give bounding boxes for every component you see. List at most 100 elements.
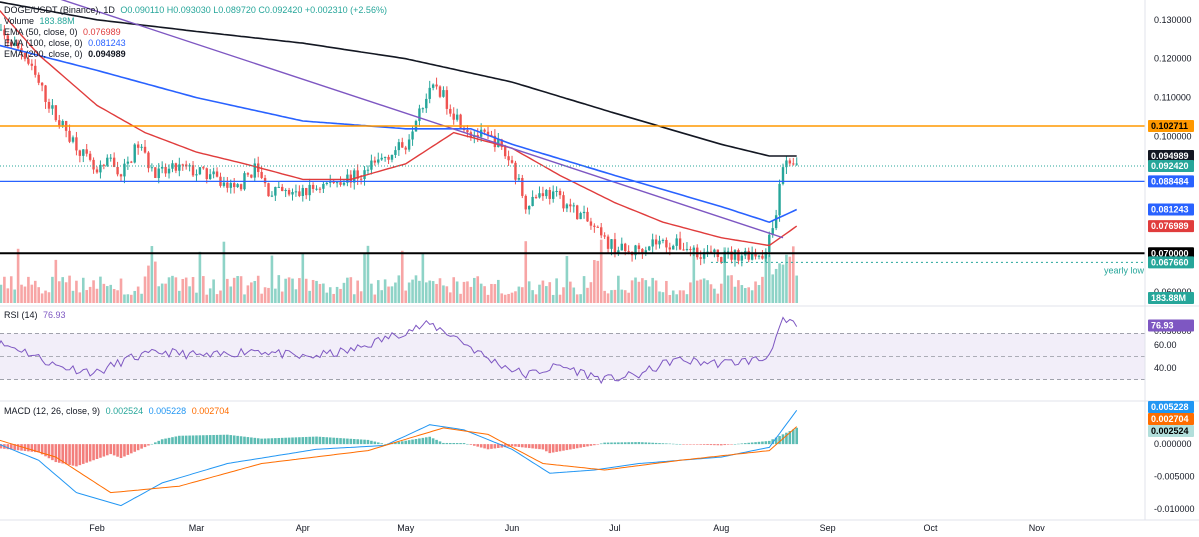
candle-body xyxy=(603,235,606,237)
candle-body xyxy=(545,189,548,197)
candle-body xyxy=(215,171,219,177)
volume-bar xyxy=(654,280,658,303)
candle-body xyxy=(387,156,390,160)
volume-bar xyxy=(68,275,71,303)
volume-bar xyxy=(411,279,414,303)
volume-bar xyxy=(205,294,209,303)
volume-bar xyxy=(263,287,267,303)
time-tick-jul: Jul xyxy=(609,523,621,533)
ema200-value: 0.094989 xyxy=(88,49,126,59)
candle-body xyxy=(281,186,284,192)
time-tick-jun: Jun xyxy=(505,523,520,533)
candle-body xyxy=(401,142,404,148)
candle-body xyxy=(723,252,726,263)
symbol-legend: DOGE/USDT (Binance), 1D O0.090110 H0.093… xyxy=(4,5,387,16)
ema50-value: 0.076989 xyxy=(83,27,121,37)
candle-body xyxy=(10,42,13,46)
candle-body xyxy=(411,131,414,140)
level-badge-yearly-low: 0.067660 xyxy=(1151,257,1189,267)
candle-body xyxy=(208,174,212,180)
candle-body xyxy=(510,160,514,163)
volume-bar xyxy=(613,289,617,303)
candle-body xyxy=(455,114,459,120)
macd-histogram-bar xyxy=(713,444,716,446)
macd-badge-signal: 0.002704 xyxy=(1151,414,1189,424)
volume-bar xyxy=(424,282,428,303)
macd-histogram-bar xyxy=(184,435,188,445)
candle-body xyxy=(349,174,353,183)
macd-histogram-bar xyxy=(593,444,596,446)
volume-bar xyxy=(236,276,239,303)
candle-body xyxy=(150,167,154,169)
volume-bar xyxy=(764,254,768,303)
ema100-legend: EMA (100, close, 0) 0.081243 xyxy=(4,38,387,49)
volume-bar xyxy=(370,283,373,303)
macd-histogram-bar xyxy=(352,439,356,445)
candle-body xyxy=(61,120,64,126)
candle-body xyxy=(490,134,493,136)
macd-histogram-bar xyxy=(733,444,737,445)
volume-bar xyxy=(630,280,634,303)
macd-histogram-bar xyxy=(383,444,387,445)
volume-bar xyxy=(774,268,778,303)
candle-body xyxy=(654,239,658,245)
volume-bar xyxy=(16,248,20,303)
macd-histogram-bar xyxy=(469,444,473,445)
volume-bar xyxy=(95,288,99,303)
macd-histogram-bar xyxy=(304,436,308,445)
level-badge-resistance: 0.102711 xyxy=(1151,121,1188,131)
volume-bar xyxy=(603,290,606,303)
candle-body xyxy=(44,85,47,102)
ema50-line xyxy=(0,9,798,247)
candle-body xyxy=(160,166,164,169)
volume-bar xyxy=(665,280,668,303)
macd-histogram-bar xyxy=(346,438,349,445)
volume-bar xyxy=(548,282,552,303)
candle-body xyxy=(668,247,672,250)
macd-histogram-bar xyxy=(219,434,222,445)
volume-bar xyxy=(689,282,692,303)
macd-histogram-bar xyxy=(702,444,706,445)
candle-body xyxy=(795,163,798,165)
volume-bar xyxy=(239,276,243,303)
volume-bar xyxy=(301,253,305,303)
volume-bar xyxy=(335,286,339,303)
time-tick-feb: Feb xyxy=(89,523,105,533)
macd-histogram-bar xyxy=(510,444,514,447)
macd-histogram-bar xyxy=(538,444,541,450)
volume-bar xyxy=(287,277,291,303)
volume-bar xyxy=(366,245,370,303)
macd-histogram-bar xyxy=(435,439,438,445)
candle-body xyxy=(682,249,685,251)
volume-bar xyxy=(716,293,720,303)
candle-body xyxy=(301,188,304,197)
macd-hist-value: 0.002524 xyxy=(105,406,144,416)
candle-body xyxy=(363,170,366,180)
macd-tick-label: -0.010000 xyxy=(1154,504,1195,514)
macd-histogram-bar xyxy=(236,435,239,445)
candle-body xyxy=(493,135,497,148)
candle-body xyxy=(335,182,339,184)
volume-bar xyxy=(116,290,119,303)
candle-body xyxy=(390,154,394,160)
candle-body xyxy=(531,196,534,207)
volume-bar xyxy=(318,283,322,303)
volume-bar xyxy=(685,294,689,303)
volume-bar xyxy=(174,277,178,303)
macd-histogram-bar xyxy=(737,443,740,445)
volume-bar xyxy=(562,287,565,303)
candle-body xyxy=(174,163,178,171)
candle-body xyxy=(692,247,696,250)
candle-body xyxy=(95,169,99,173)
volume-bar xyxy=(754,281,757,303)
candle-body xyxy=(294,191,298,193)
macd-histogram-bar xyxy=(644,442,648,445)
macd-histogram-bar xyxy=(0,444,3,449)
candle-body xyxy=(58,120,61,126)
macd-histogram-bar xyxy=(85,444,89,463)
volume-bar xyxy=(565,256,569,303)
price-tick-label: 0.130000 xyxy=(1154,15,1192,25)
candle-body xyxy=(778,183,781,216)
candle-body xyxy=(764,252,768,259)
